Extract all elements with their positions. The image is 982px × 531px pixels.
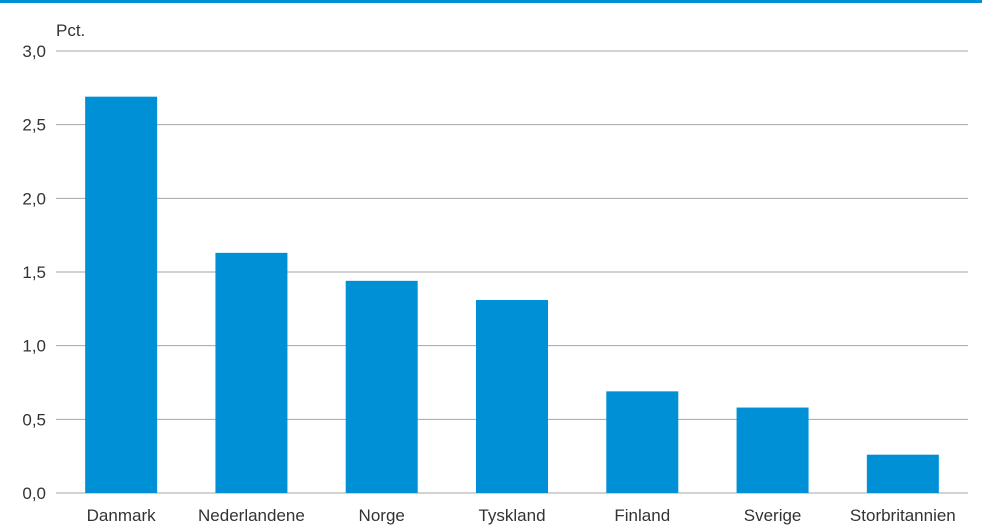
y-axis-unit-label: Pct. — [56, 21, 85, 40]
gridlines — [56, 50, 968, 494]
x-category-label: Norge — [359, 506, 405, 525]
bars — [85, 96, 939, 493]
y-tick-label: 0,5 — [22, 410, 46, 429]
x-category-label: Finland — [614, 506, 670, 525]
x-category-label: Tyskland — [478, 506, 545, 525]
y-tick-label: 1,0 — [22, 337, 46, 356]
x-category-label: Danmark — [87, 506, 156, 525]
x-category-label: Storbritannien — [850, 506, 956, 525]
x-category-label: Sverige — [744, 506, 802, 525]
bar-sverige — [736, 407, 809, 493]
y-tick-label: 2,5 — [22, 116, 46, 135]
bar-storbritannien — [866, 454, 939, 493]
y-tick-label: 1,5 — [22, 263, 46, 282]
y-axis-tick-labels: 0,0 0,5 1,0 1,5 2,0 2,5 3,0 — [22, 42, 46, 503]
bar-norge — [345, 280, 418, 493]
x-axis-category-labels: Danmark Nederlandene Norge Tyskland Finland S… — [87, 506, 956, 525]
y-tick-label: 3,0 — [22, 42, 46, 61]
bar-nederlandene — [215, 252, 288, 493]
bar-finland — [606, 391, 679, 493]
y-tick-label: 0,0 — [22, 484, 46, 503]
y-tick-label: 2,0 — [22, 189, 46, 208]
top-accent-rule — [0, 0, 982, 3]
x-category-label: Nederlandene — [198, 506, 305, 525]
bar-danmark — [85, 96, 158, 493]
bar-tyskland — [476, 299, 548, 493]
